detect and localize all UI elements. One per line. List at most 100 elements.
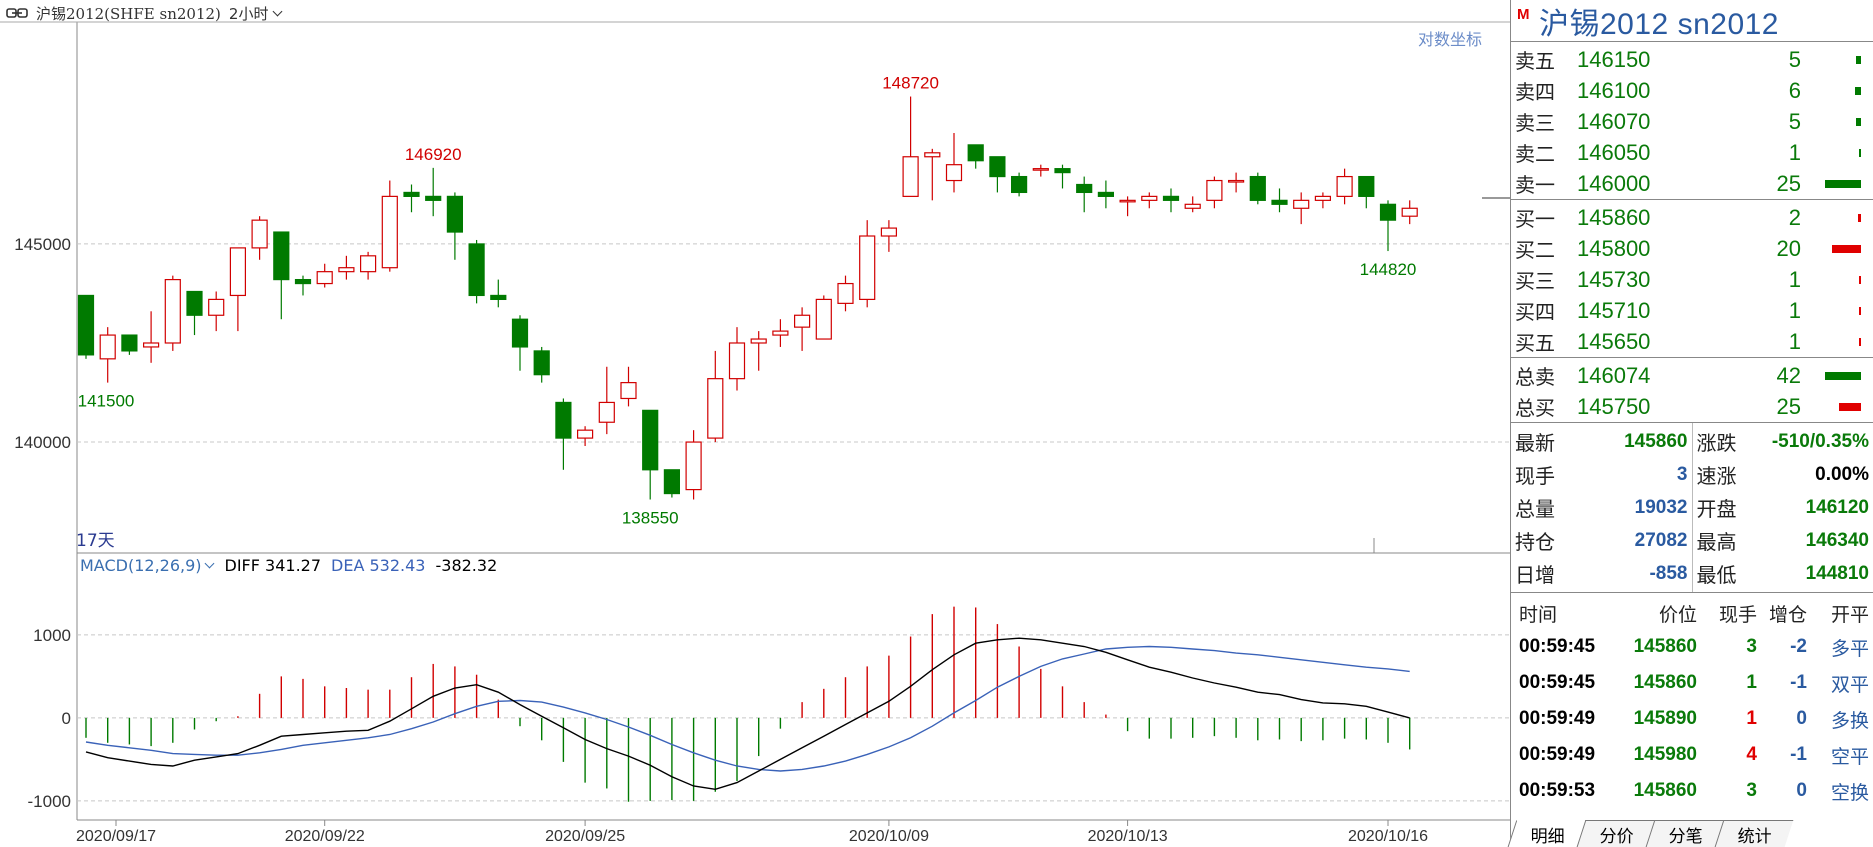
tab-3[interactable]: 统计	[1714, 820, 1794, 847]
ask-volume: 25	[1776, 170, 1801, 196]
candle-up	[164, 278, 181, 344]
market-badge: M	[1517, 5, 1530, 23]
candle-down	[511, 318, 529, 348]
ask-row[interactable]: 卖一 146000 25	[1511, 168, 1873, 199]
candle-down	[1010, 175, 1028, 194]
bid-row[interactable]: 买四 145710 1	[1511, 295, 1873, 326]
bid-label: 买二	[1515, 238, 1555, 262]
bid-row[interactable]: 买二 145800 20	[1511, 233, 1873, 264]
ask-label: 卖二	[1515, 142, 1555, 166]
period-select[interactable]: 2小时	[229, 3, 284, 24]
candle-down	[273, 231, 290, 281]
candle-down	[1358, 175, 1375, 197]
total-row[interactable]: 总买 145750 25	[1511, 391, 1873, 422]
macd-indicator-select[interactable]: MACD(12,26,9)	[80, 556, 215, 575]
macd-tick-label: -1000	[28, 792, 71, 811]
ask-price: 146150	[1577, 46, 1651, 72]
ask-volume: 1	[1788, 139, 1801, 165]
tick-row[interactable]: 00:59:45 145860 3 -2 多平	[1511, 629, 1873, 665]
tick-header-time: 时间	[1519, 603, 1558, 626]
total-row[interactable]: 总卖 146074 42	[1511, 360, 1873, 391]
ask-volume-bar	[1854, 87, 1861, 95]
bid-volume-bar	[1858, 214, 1861, 222]
ask-bar-track	[1801, 44, 1873, 75]
ask-volume-bar	[1855, 118, 1861, 126]
total-price: 145750	[1577, 393, 1651, 419]
bid-row[interactable]: 买一 145860 2	[1511, 202, 1873, 233]
tab-2[interactable]: 分笔	[1645, 820, 1725, 847]
ask-price: 146000	[1577, 170, 1651, 196]
tick-time: 00:59:53	[1519, 780, 1596, 801]
candle-down	[121, 334, 138, 352]
candle-down	[1097, 191, 1115, 197]
ask-label: 卖四	[1515, 80, 1555, 104]
bid-price: 145800	[1577, 235, 1651, 261]
ask-volume-bar	[1859, 149, 1861, 157]
candle-up	[251, 219, 268, 249]
stat-label: 持仓	[1515, 530, 1555, 554]
tick-row[interactable]: 00:59:49 145890 1 0 多换	[1511, 701, 1873, 737]
bid-volume-bar	[1832, 245, 1861, 253]
tick-price: 145860	[1633, 672, 1697, 693]
candle-up	[924, 152, 941, 158]
candle-down	[77, 294, 95, 356]
price-tick-label: 145000	[14, 235, 71, 254]
ask-row[interactable]: 卖四 146100 6	[1511, 75, 1873, 106]
tab-label: 分价	[1599, 826, 1634, 847]
bid-price: 145710	[1577, 297, 1651, 323]
candle-up	[1314, 195, 1332, 201]
tick-row[interactable]: 00:59:45 145860 1 -1 双平	[1511, 665, 1873, 701]
bid-bar-track	[1801, 326, 1873, 357]
tick-type: 空平	[1830, 745, 1869, 768]
total-bar-track	[1801, 360, 1873, 391]
candle-down	[1379, 203, 1397, 221]
tab-1[interactable]: 分价	[1576, 820, 1656, 847]
macd-header: MACD(12,26,9) DIFF 341.27 DEA 532.43 -38…	[80, 556, 497, 575]
candle-down	[1249, 175, 1266, 201]
diff-line	[85, 637, 1410, 791]
stat-row: 现手 3	[1515, 458, 1688, 491]
tick-price: 145890	[1633, 708, 1697, 729]
bid-label: 买五	[1515, 331, 1555, 355]
stat-value: 0.00%	[1815, 463, 1869, 485]
ask-row[interactable]: 卖五 146150 5	[1511, 44, 1873, 75]
extreme-price-label: 141500	[78, 392, 135, 411]
macd-name: MACD(12,26,9)	[80, 556, 202, 575]
tick-row[interactable]: 00:59:53 145860 3 0 空换	[1511, 773, 1873, 809]
period-label: 2小时	[228, 4, 269, 23]
tick-open-interest-change: 0	[1796, 708, 1807, 729]
stats-right: 涨跌 -510/0.35% 速涨 0.00% 开盘 146120 最高 146340 最低 144…	[1691, 423, 1873, 592]
bid-row[interactable]: 买五 145650 1	[1511, 326, 1873, 357]
tick-time: 00:59:49	[1519, 744, 1596, 765]
candle-down	[533, 350, 550, 376]
price-chart[interactable]: 140000 145000 141500 146920 138550 148720 1448…	[0, 0, 1510, 847]
ask-row[interactable]: 卖三 146070 5	[1511, 106, 1873, 137]
candle-down	[468, 243, 485, 297]
stat-value: 146120	[1805, 496, 1869, 518]
order-totals: 总卖 146074 42 总买 145750 25	[1511, 358, 1873, 423]
candle-down	[642, 409, 659, 471]
stat-row: 最低 144810	[1697, 557, 1870, 590]
candle-down	[989, 156, 1006, 178]
candle-up	[229, 247, 246, 297]
bid-row[interactable]: 买三 145730 1	[1511, 264, 1873, 295]
bid-volume: 1	[1788, 328, 1801, 354]
total-price: 146074	[1577, 362, 1651, 388]
candle-up	[750, 338, 767, 344]
total-label: 总买	[1515, 396, 1555, 420]
candle-up	[1119, 199, 1136, 203]
total-bar-track	[1801, 391, 1873, 422]
candle-up	[598, 401, 615, 423]
stat-row: 最新 145860	[1515, 425, 1688, 458]
tab-0[interactable]: 明细	[1507, 820, 1587, 847]
tick-row[interactable]: 00:59:49 145980 4 -1 空平	[1511, 737, 1873, 773]
log-scale-toggle[interactable]: 对数坐标	[1418, 30, 1483, 49]
chevron-down-icon	[204, 558, 214, 569]
tick-volume: 3	[1746, 636, 1757, 657]
tick-open-interest-change: -2	[1790, 636, 1807, 657]
date-axis-label: 2020/09/17	[76, 828, 156, 845]
ask-price: 146050	[1577, 139, 1651, 165]
tab-label: 分笔	[1668, 826, 1703, 847]
link-icon	[6, 8, 28, 18]
ask-row[interactable]: 卖二 146050 1	[1511, 137, 1873, 168]
